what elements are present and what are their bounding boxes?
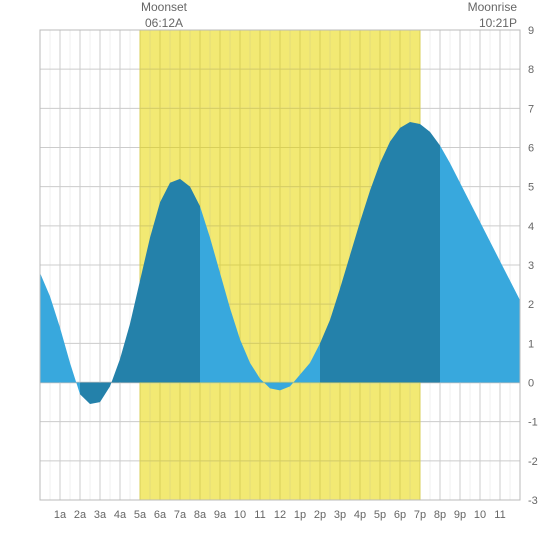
svg-text:10: 10 bbox=[234, 509, 246, 521]
svg-text:7: 7 bbox=[528, 103, 534, 115]
moonset-label: Moonset 06:12A bbox=[134, 0, 194, 31]
tide-chart: -3-2-101234567891a2a3a4a5a6a7a8a9a101112… bbox=[0, 0, 550, 550]
svg-text:11: 11 bbox=[494, 509, 505, 521]
svg-text:12: 12 bbox=[274, 509, 286, 521]
svg-text:0: 0 bbox=[528, 378, 534, 390]
svg-text:6: 6 bbox=[528, 143, 534, 155]
svg-text:5a: 5a bbox=[134, 509, 147, 521]
svg-text:-2: -2 bbox=[528, 456, 538, 468]
svg-text:3p: 3p bbox=[334, 509, 346, 521]
svg-text:8p: 8p bbox=[434, 509, 446, 521]
svg-text:8: 8 bbox=[528, 64, 534, 76]
svg-text:11: 11 bbox=[254, 509, 265, 521]
svg-text:6p: 6p bbox=[394, 509, 406, 521]
svg-text:9: 9 bbox=[528, 25, 534, 37]
svg-text:1: 1 bbox=[528, 338, 534, 350]
moonset-time: 06:12A bbox=[134, 16, 194, 32]
svg-text:4a: 4a bbox=[114, 509, 127, 521]
svg-text:7a: 7a bbox=[174, 509, 187, 521]
svg-text:3a: 3a bbox=[94, 509, 107, 521]
svg-text:4: 4 bbox=[528, 221, 534, 233]
svg-text:-3: -3 bbox=[528, 495, 538, 507]
moonrise-title: Moonrise bbox=[457, 0, 517, 16]
moonrise-label: Moonrise 10:21P bbox=[457, 0, 517, 31]
svg-text:6a: 6a bbox=[154, 509, 167, 521]
svg-text:1a: 1a bbox=[54, 509, 67, 521]
svg-text:-1: -1 bbox=[528, 417, 538, 429]
moonrise-time: 10:21P bbox=[457, 16, 517, 32]
svg-text:2p: 2p bbox=[314, 509, 326, 521]
svg-text:7p: 7p bbox=[414, 509, 426, 521]
chart-svg: -3-2-101234567891a2a3a4a5a6a7a8a9a101112… bbox=[0, 0, 550, 550]
svg-text:2: 2 bbox=[528, 299, 534, 311]
svg-text:3: 3 bbox=[528, 260, 534, 272]
svg-text:9p: 9p bbox=[454, 509, 466, 521]
svg-text:1p: 1p bbox=[294, 509, 306, 521]
svg-text:2a: 2a bbox=[74, 509, 87, 521]
svg-text:5: 5 bbox=[528, 182, 534, 194]
svg-text:5p: 5p bbox=[374, 509, 386, 521]
svg-text:9a: 9a bbox=[214, 509, 227, 521]
svg-text:4p: 4p bbox=[354, 509, 366, 521]
moonset-title: Moonset bbox=[134, 0, 194, 16]
svg-text:10: 10 bbox=[474, 509, 486, 521]
svg-text:8a: 8a bbox=[194, 509, 207, 521]
